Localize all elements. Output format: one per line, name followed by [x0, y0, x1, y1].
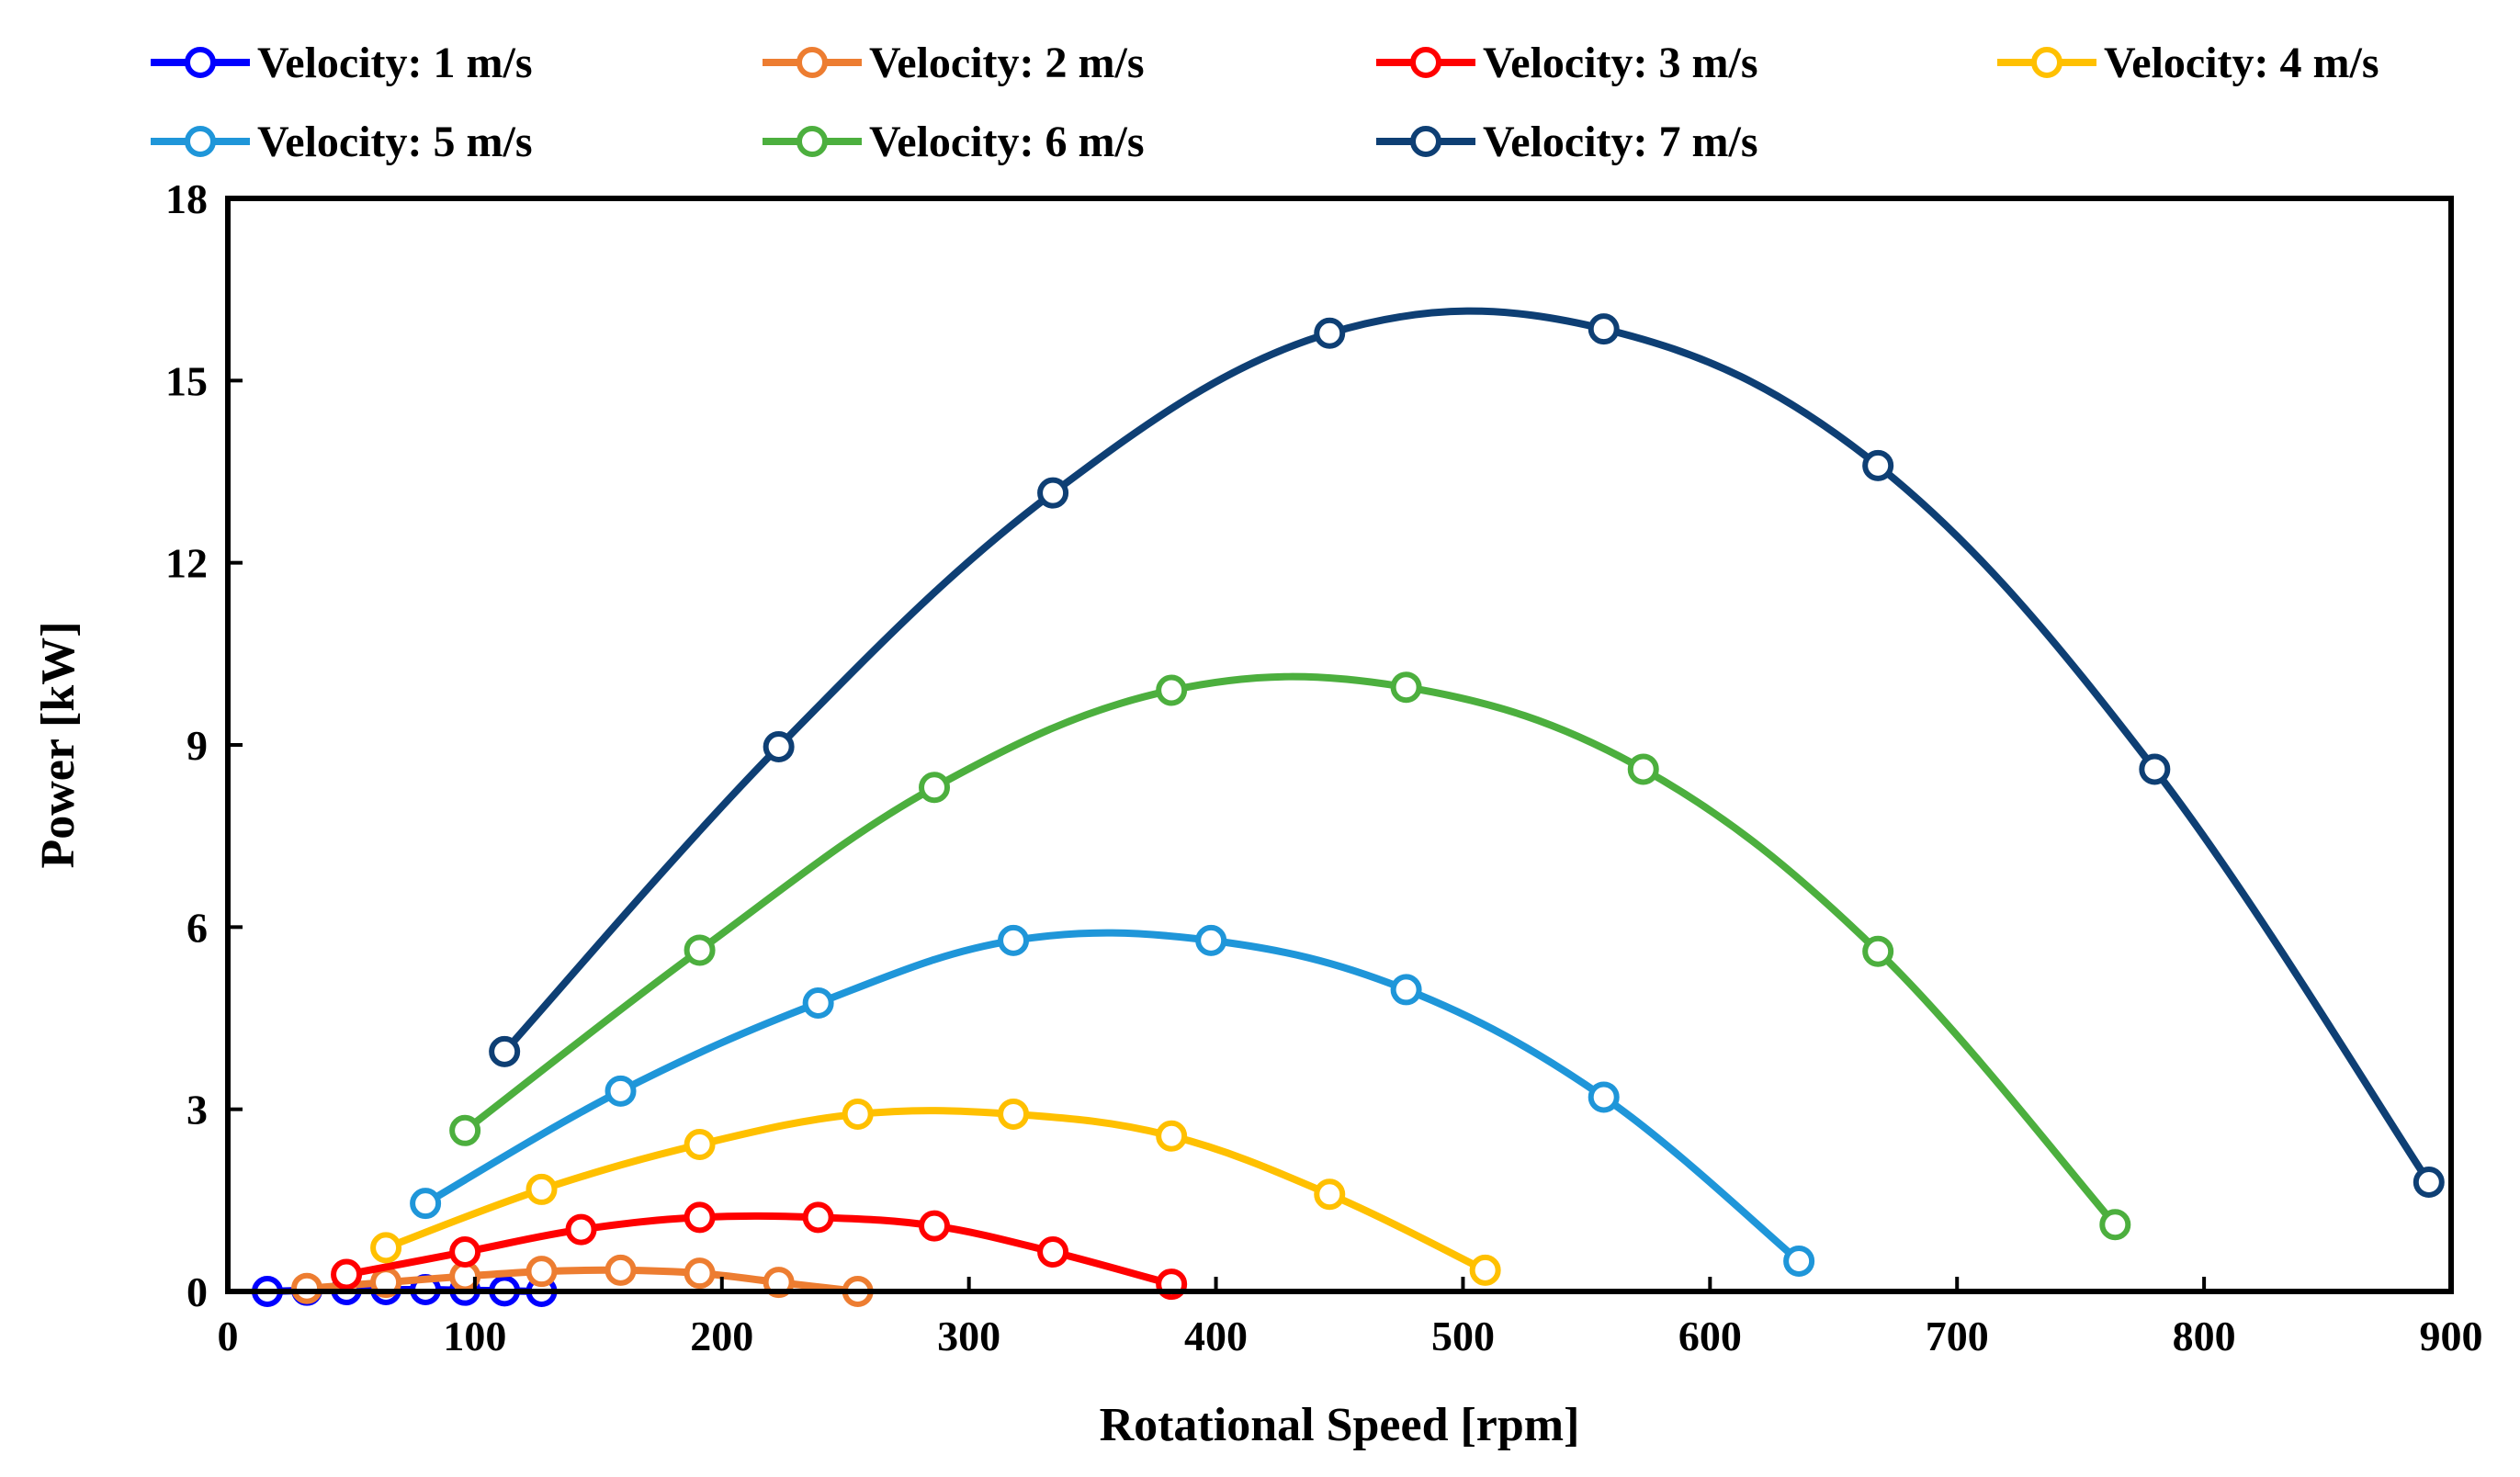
- y-axis-ticks: 0 3 6 9 12 15 18: [165, 175, 243, 1315]
- data-point: [1390, 671, 1422, 704]
- y-tick-label: 12: [165, 540, 208, 587]
- legend-label: Velocity: 3 m/s: [1483, 39, 1758, 87]
- data-point: [370, 1232, 402, 1264]
- series-velocity-5-ms: [410, 924, 1815, 1277]
- data-point: [605, 1075, 637, 1107]
- legend-swatch-marker: [1410, 126, 1441, 157]
- legend-label: Velocity: 6 m/s: [869, 118, 1145, 166]
- legend-swatch-marker: [797, 126, 828, 157]
- data-point: [1195, 924, 1227, 956]
- x-tick-label: 800: [2173, 1313, 2236, 1359]
- data-point: [2413, 1167, 2445, 1198]
- legend-item: Velocity: 3 m/s: [1376, 39, 1758, 87]
- x-tick-label: 600: [1678, 1313, 1742, 1359]
- series-velocity-2-ms: [291, 1254, 874, 1307]
- legend-swatch-marker: [185, 126, 216, 157]
- y-tick-label: 18: [165, 175, 208, 222]
- legend-label: Velocity: 2 m/s: [869, 39, 1145, 87]
- data-point: [1037, 1236, 1069, 1268]
- x-tick-label: 200: [690, 1313, 753, 1359]
- y-axis-label: Power [kW]: [32, 621, 85, 868]
- y-tick-label: 0: [186, 1268, 208, 1315]
- data-point: [919, 772, 951, 804]
- x-tick-label: 100: [443, 1313, 506, 1359]
- x-tick-label: 400: [1184, 1313, 1248, 1359]
- legend: Velocity: 1 m/s Velocity: 2 m/s Velocity: …: [151, 39, 2379, 166]
- x-tick-label: 900: [2420, 1313, 2483, 1359]
- data-point: [525, 1173, 558, 1205]
- legend-swatch-marker: [2031, 47, 2062, 78]
- data-point: [449, 1114, 481, 1146]
- data-point: [1469, 1254, 1501, 1286]
- legend-item: Velocity: 5 m/s: [151, 118, 533, 166]
- data-point: [449, 1236, 481, 1268]
- data-point: [802, 1201, 834, 1234]
- x-axis-label: Rotational Speed [rpm]: [1100, 1399, 1580, 1451]
- data-point: [1783, 1245, 1815, 1277]
- data-point: [605, 1254, 637, 1286]
- data-point: [1627, 753, 1659, 785]
- data-point: [565, 1213, 597, 1246]
- y-tick-label: 9: [186, 722, 208, 769]
- data-point: [1156, 674, 1188, 706]
- data-point: [1314, 317, 1346, 349]
- data-point: [1156, 1120, 1188, 1152]
- series-velocity-4-ms: [370, 1098, 1501, 1286]
- data-point: [2139, 753, 2171, 785]
- series-velocity-3-ms: [331, 1201, 1188, 1301]
- data-point: [291, 1272, 323, 1304]
- legend-item: Velocity: 4 m/s: [1997, 39, 2379, 87]
- data-point: [1588, 1081, 1620, 1113]
- data-point: [1862, 935, 1894, 967]
- legend-label: Velocity: 4 m/s: [2104, 39, 2379, 87]
- x-axis-ticks: 0 100 200 300 400 500 600 700 800 900: [218, 1277, 2483, 1359]
- x-tick-label: 0: [218, 1313, 239, 1359]
- data-point: [1314, 1178, 1346, 1211]
- data-point: [998, 924, 1030, 956]
- data-point: [1862, 449, 1894, 481]
- data-point: [489, 1035, 521, 1067]
- legend-label: Velocity: 5 m/s: [257, 118, 533, 166]
- legend-swatch-marker: [1410, 47, 1441, 78]
- y-tick-label: 6: [186, 904, 208, 951]
- x-tick-label: 300: [937, 1313, 1000, 1359]
- data-point: [1588, 313, 1620, 345]
- legend-label: Velocity: 1 m/s: [257, 39, 533, 87]
- data-point: [525, 1256, 558, 1288]
- data-point: [684, 934, 716, 966]
- data-point: [331, 1258, 363, 1291]
- legend-swatch-marker: [185, 47, 216, 78]
- data-point: [998, 1098, 1030, 1130]
- series-velocity-6-ms: [449, 671, 2131, 1241]
- legend-label: Velocity: 7 m/s: [1483, 118, 1758, 166]
- data-point: [802, 987, 834, 1019]
- series-layer: [252, 307, 2445, 1307]
- data-point: [410, 1188, 442, 1220]
- data-point: [1037, 477, 1069, 509]
- legend-swatch-marker: [797, 47, 828, 78]
- series-velocity-7-ms: [489, 307, 2445, 1198]
- x-tick-label: 700: [1926, 1313, 1989, 1359]
- data-point: [684, 1201, 716, 1234]
- data-point: [1390, 974, 1422, 1006]
- y-tick-label: 15: [165, 357, 208, 404]
- data-point: [763, 730, 795, 762]
- data-point: [842, 1098, 874, 1130]
- y-tick-label: 3: [186, 1087, 208, 1133]
- legend-item: Velocity: 1 m/s: [151, 39, 533, 87]
- legend-item: Velocity: 6 m/s: [763, 118, 1145, 166]
- data-point: [684, 1129, 716, 1161]
- x-tick-label: 500: [1431, 1313, 1495, 1359]
- data-point: [919, 1210, 951, 1242]
- legend-item: Velocity: 2 m/s: [763, 39, 1145, 87]
- data-point: [2099, 1209, 2131, 1241]
- legend-item: Velocity: 7 m/s: [1376, 118, 1758, 166]
- series-line: [382, 1107, 1489, 1274]
- data-point: [684, 1257, 716, 1290]
